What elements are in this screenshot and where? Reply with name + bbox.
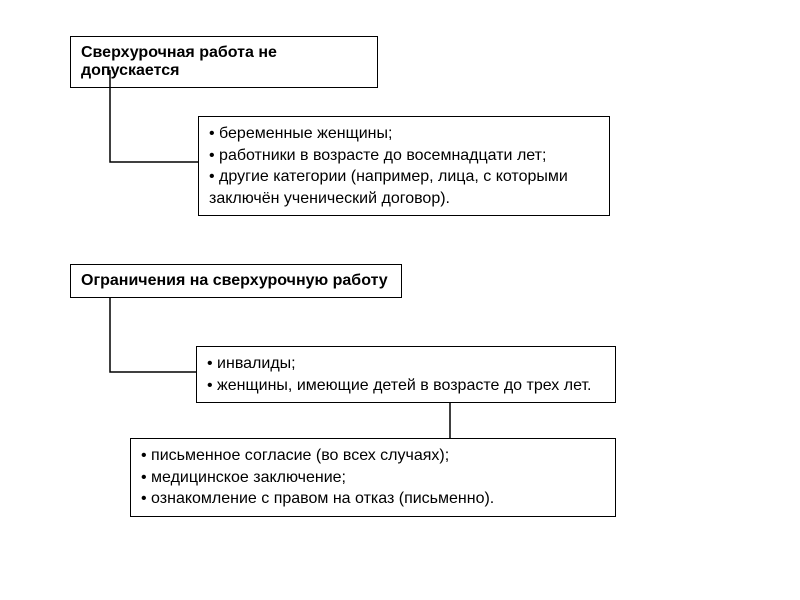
list-item: письменное согласие (во всех случаях); [141, 445, 605, 467]
section3-bullet-list: письменное согласие (во всех случаях); м… [141, 445, 605, 510]
list-item: медицинское заключение; [141, 467, 605, 489]
section3-content-box: письменное согласие (во всех случаях); м… [130, 438, 616, 517]
list-item: ознакомление с правом на отказ (письменн… [141, 488, 605, 510]
